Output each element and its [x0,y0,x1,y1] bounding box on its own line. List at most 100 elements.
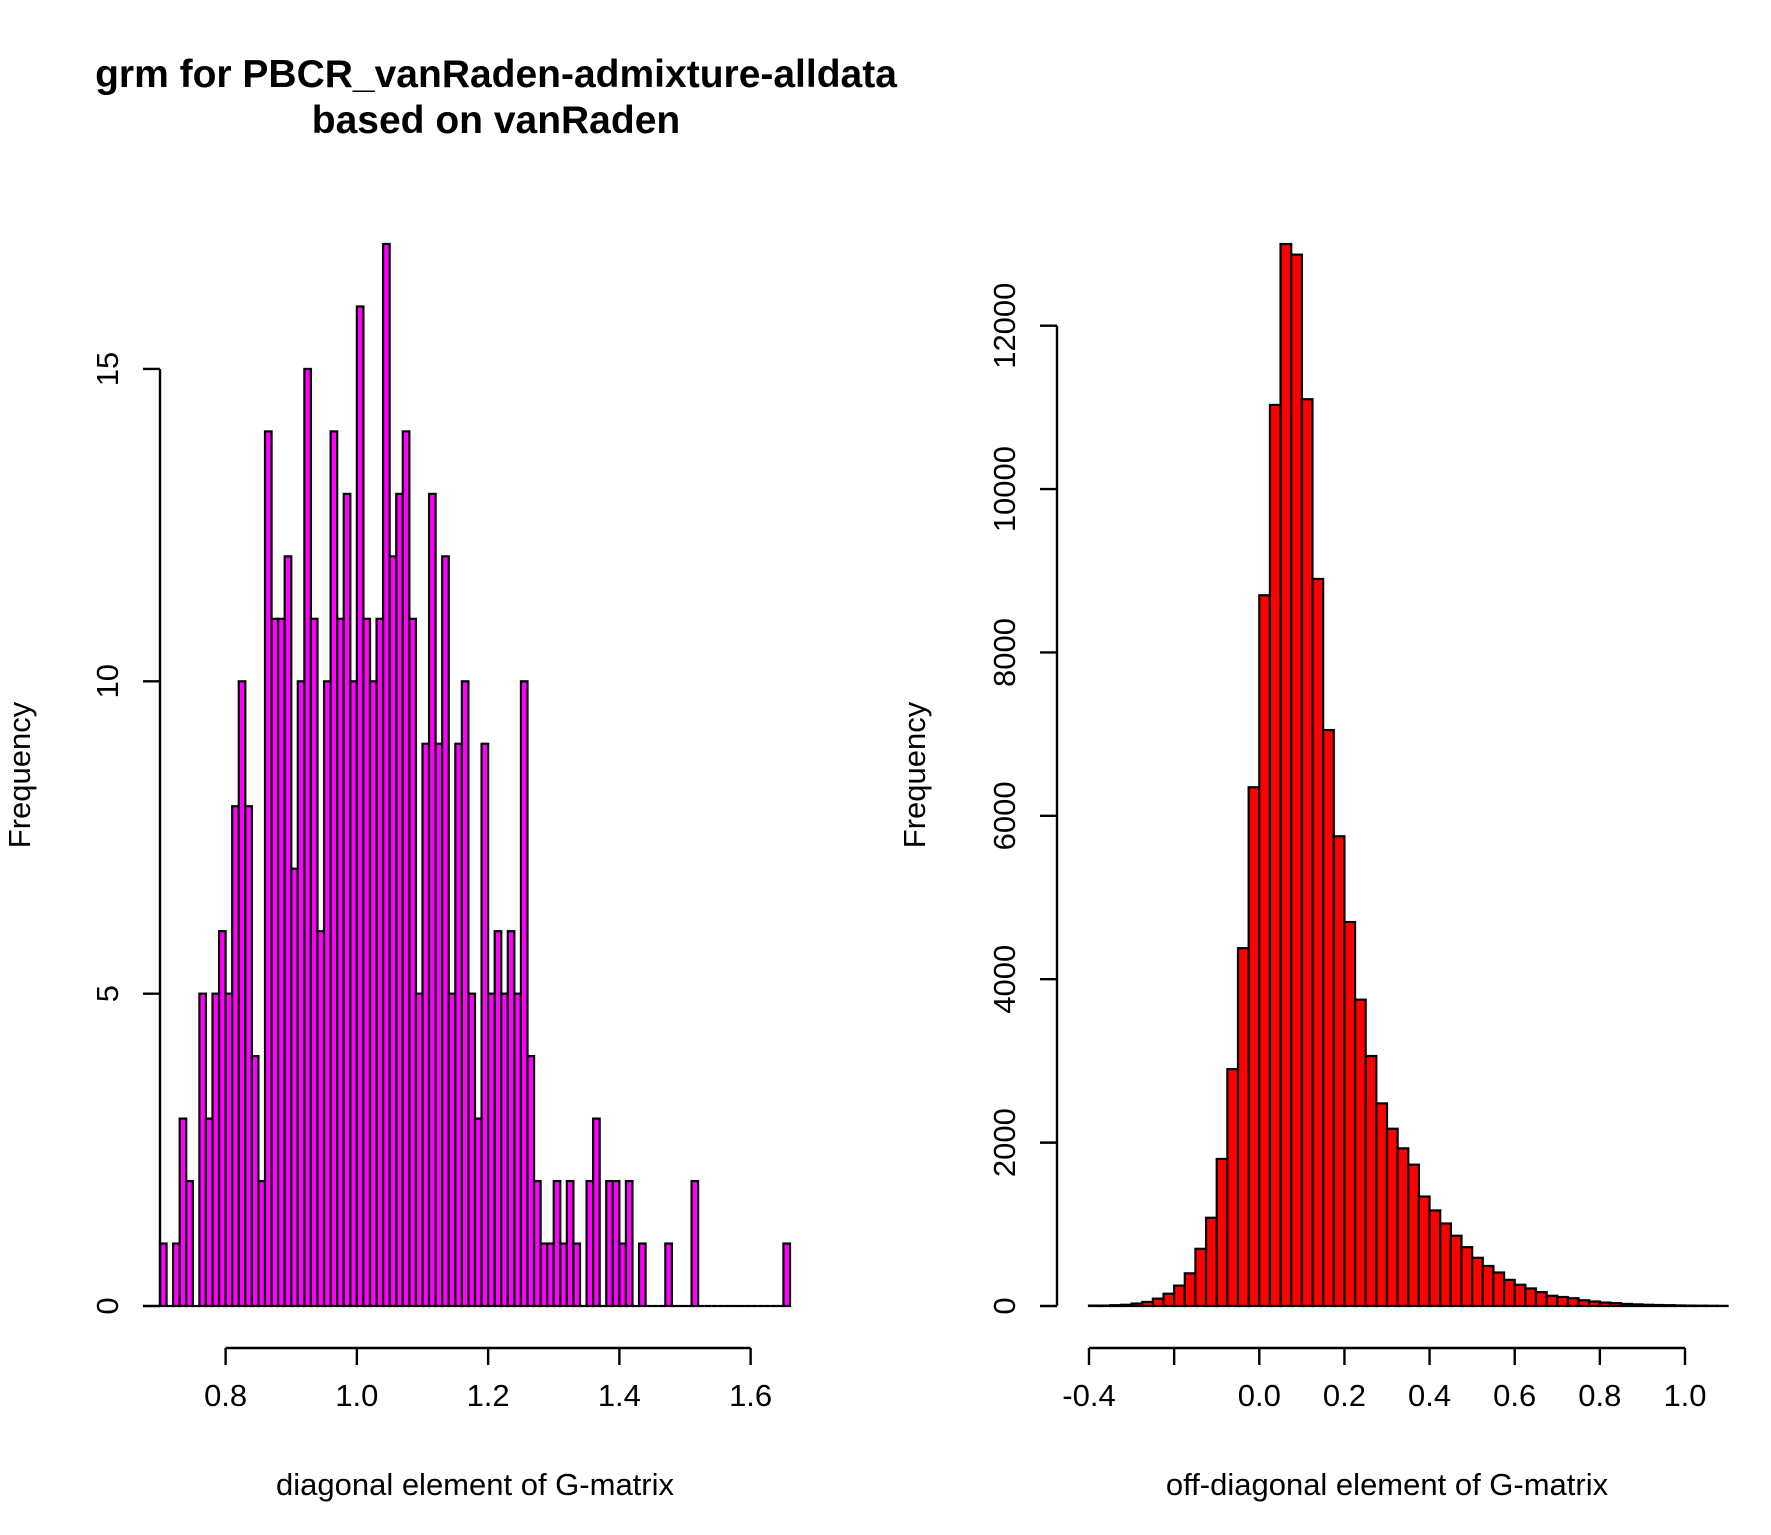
histogram-bar [1353,998,1367,1308]
histogram-bar [1598,1301,1612,1308]
histogram-bar [1428,1209,1442,1308]
histogram-bar [1215,1157,1229,1308]
histogram-bar [519,680,529,1308]
y-tick-label: 6000 [987,781,1022,850]
x-tick-label: -0.4 [1062,1378,1115,1413]
histogram-bar [1449,1234,1463,1308]
histogram-bar [1492,1271,1506,1308]
histogram-bar [1385,1127,1399,1308]
histogram-bar [1204,1216,1218,1308]
histogram-bar [1119,1303,1133,1308]
histogram-bar [664,1242,673,1308]
chart-title: grm for PBCR_vanRaden-admixture-alldata … [36,52,956,144]
histogram-bar [1588,1300,1601,1308]
x-axis-label: off-diagonal element of G-matrix [1166,1467,1609,1502]
histogram-bar [1545,1294,1559,1308]
left-histogram-panel: 0 5 10 15 0.8 1.0 1.2 1.4 1.6 diagonal element of… [2,242,792,1502]
histogram-bar [1311,577,1325,1308]
x-tick-label: 0.8 [204,1378,247,1413]
y-tick-label: 15 [90,352,125,386]
histogram-bar [1577,1299,1591,1308]
y-tick-label: 10 [90,664,125,698]
y-axis-label: Frequency [897,701,932,848]
y-tick-label: 4000 [987,945,1022,1014]
histogram-bar [1183,1272,1197,1308]
histogram-bar [1151,1297,1165,1308]
histogram-bar [1471,1256,1484,1308]
right-histogram-panel: 0 2000 4000 6000 8000 10000 12000 -0.4 0.0 0.2 0.4… [897,242,1729,1502]
y-axis: 0 2000 4000 6000 8000 10000 12000 [987,283,1059,1315]
histogram-bar [408,617,418,1308]
histogram-bar [1460,1246,1474,1308]
histogram-bar [1407,1163,1421,1308]
histogram-bar [572,1242,582,1308]
x-axis: 0.8 1.0 1.2 1.4 1.6 [204,1346,772,1413]
histogram-bar [1556,1295,1570,1308]
histogram-bar [1130,1302,1144,1308]
histogram-bar [1396,1147,1410,1308]
y-tick-label: 8000 [987,618,1022,687]
histogram-bar [1247,786,1261,1308]
x-tick-label: 1.0 [1663,1378,1706,1413]
histogram-bar [1109,1304,1123,1308]
histogram-bar [1662,1304,1676,1308]
histogram-bar [185,1179,194,1308]
histogram-bar [1439,1222,1452,1308]
histogram-bar [1332,835,1346,1308]
histogram-bar [1279,242,1293,1308]
histogram-bar [1364,1054,1378,1308]
histogram-bar [1651,1303,1665,1308]
histogram-bar [1375,1102,1389,1308]
histogram-bar [1141,1300,1154,1308]
histogram-bar [1300,398,1314,1308]
y-axis: 0 5 10 15 [90,352,162,1315]
x-tick-label: 1.6 [729,1378,772,1413]
histogram-bar [1194,1247,1208,1308]
y-tick-label: 5 [90,985,125,1002]
histogram-bar [1609,1302,1623,1308]
histogram-bar [1513,1283,1527,1308]
histogram-bar [1236,947,1250,1308]
y-tick-label: 0 [987,1297,1022,1314]
y-tick-label: 12000 [987,283,1022,369]
histogram-bar [1481,1264,1495,1308]
histogram-bar [1343,920,1357,1308]
x-tick-label: 1.4 [598,1378,641,1413]
histogram-bar [1417,1195,1431,1308]
x-tick-label: 1.0 [335,1378,378,1413]
x-axis-label: diagonal element of G-matrix [276,1467,675,1502]
histogram-bar [1173,1284,1186,1308]
x-tick-label: 1.2 [467,1378,510,1413]
histogram-bar [441,555,450,1308]
histogram-bars [158,242,792,1308]
chart-title-line-2: based on vanRaden [311,99,681,142]
histogram-bars [1087,242,1729,1308]
histogram-bar [1290,253,1303,1308]
histogram-bar [637,1242,647,1308]
y-tick-label: 0 [90,1297,125,1314]
histogram-bar [592,1117,601,1308]
histogram-bar [1502,1278,1516,1308]
histogram-bar [1630,1303,1644,1308]
x-tick-label: 0.2 [1323,1378,1366,1413]
x-tick-label: 0.4 [1408,1378,1451,1413]
y-tick-label: 2000 [987,1108,1022,1177]
histogram-bar [1322,728,1335,1308]
y-axis-label: Frequency [2,701,37,848]
x-tick-label: 0.6 [1493,1378,1536,1413]
histogram-bar [690,1179,700,1308]
histogram-bar [1673,1304,1687,1308]
histogram-bar [782,1242,792,1308]
histogram-bar [1534,1291,1548,1308]
histogram-bar [1641,1303,1655,1308]
histogram-bar [624,1179,634,1308]
histogram-bar [1268,403,1282,1308]
histogram-bar [1258,594,1272,1308]
chart-title-line-1: grm for PBCR_vanRaden-admixture-alldata [95,53,897,96]
x-tick-label: 0.0 [1238,1378,1281,1413]
histogram-bar [1620,1302,1633,1308]
x-tick-label: 0.8 [1578,1378,1621,1413]
histogram-bar [1566,1297,1580,1308]
histogram-bar [1226,1067,1240,1308]
